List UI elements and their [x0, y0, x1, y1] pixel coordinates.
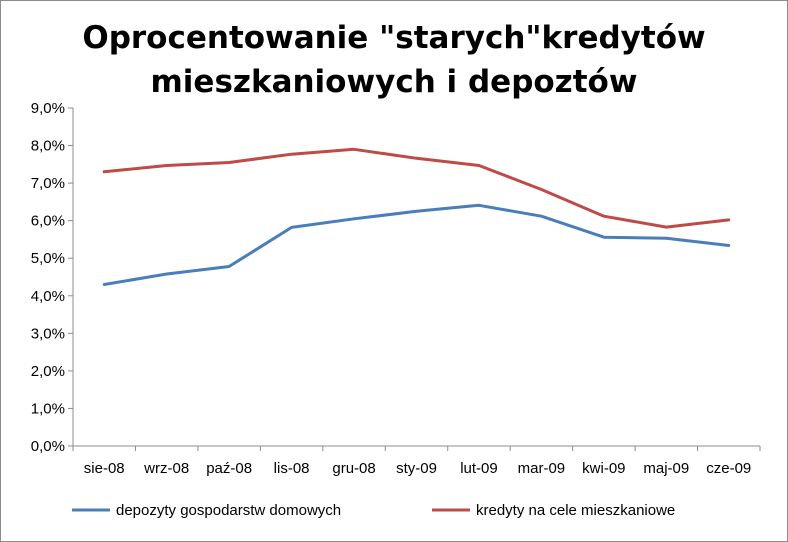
series-lines	[102, 147, 731, 286]
y-tick-label: 5,0%	[31, 250, 65, 267]
y-tick-label: 6,0%	[31, 213, 65, 230]
y-axis-tick-labels: 0,0% 1,0% 2,0% 3,0% 4,0% 5,0% 6,0% 7,0% 8,0% 9,0%	[31, 100, 65, 455]
x-tick-label: wrz-08	[143, 460, 189, 477]
y-tick-label: 9,0%	[31, 100, 65, 117]
chart-legend: depozyty gospodarstw domowych kredyty na …	[72, 502, 675, 519]
legend-label-2: kredyty na cele mieszkaniowe	[476, 502, 675, 519]
series-line-2	[102, 147, 731, 229]
y-tick-label: 0,0%	[31, 438, 65, 455]
series-line-1	[102, 203, 731, 286]
x-tick-label: mar-09	[518, 460, 566, 477]
x-axis-tick-labels: sie-08 wrz-08 paź-08 lis-08 gru-08 sty-09 lut-…	[84, 460, 751, 477]
y-tick-label: 1,0%	[31, 400, 65, 417]
x-tick-label: cze-09	[706, 460, 751, 477]
x-tick-label: gru-08	[332, 460, 375, 477]
x-tick-label: sty-09	[396, 460, 437, 477]
y-tick-label: 8,0%	[31, 138, 65, 155]
x-tick-label: lut-09	[460, 460, 498, 477]
legend-label-1: depozyty gospodarstw domowych	[116, 502, 341, 519]
x-tick-label: paź-08	[206, 460, 252, 477]
x-tick-label: kwi-09	[582, 460, 625, 477]
y-tick-label: 4,0%	[31, 288, 65, 305]
x-tick-label: lis-08	[274, 460, 310, 477]
x-tick-label: sie-08	[84, 460, 125, 477]
y-tick-label: 7,0%	[31, 175, 65, 192]
x-tick-label: maj-09	[643, 460, 689, 477]
y-tick-label: 3,0%	[31, 325, 65, 342]
chart-axes	[68, 107, 761, 451]
chart-title: Oprocentowanie "starych"kredytów mieszka…	[82, 20, 706, 100]
y-tick-label: 2,0%	[31, 363, 65, 380]
